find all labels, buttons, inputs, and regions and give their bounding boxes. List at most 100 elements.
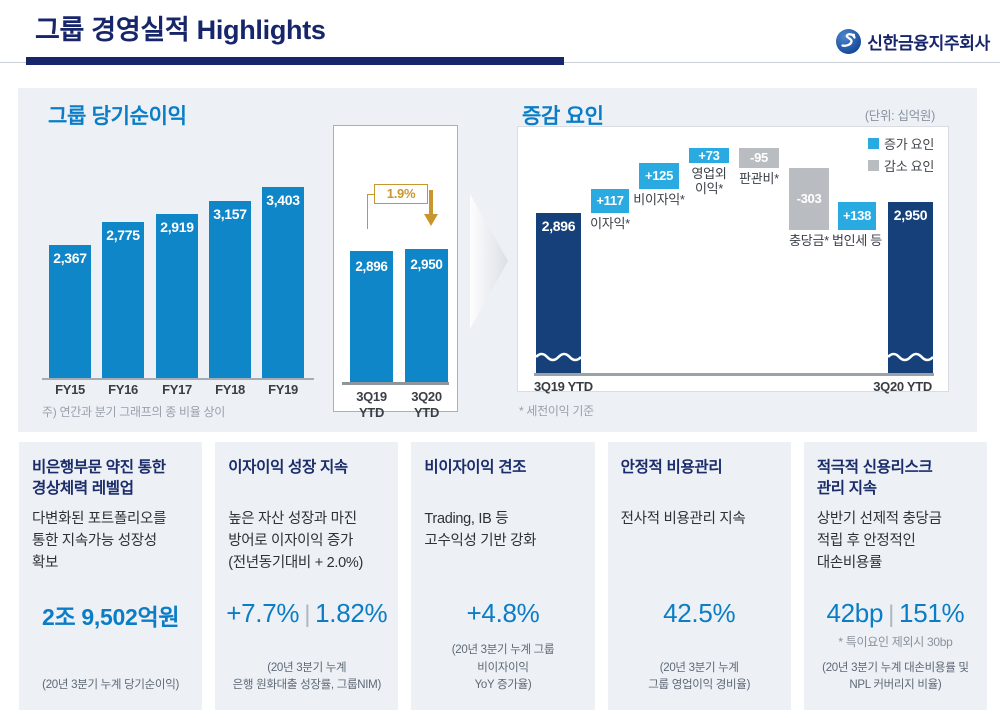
- annual-axis-category: FY17: [162, 382, 192, 397]
- card-body: 다변화된 포트폴리오를 통한 지속가능 성장성 확보: [32, 511, 167, 571]
- shinhan-globe-icon: [836, 29, 862, 54]
- card-body: 상반기 선제적 충당금 적립 후 안정적인 대손비용률: [816, 511, 942, 571]
- annual-axis-line: [42, 378, 314, 380]
- page-title: 그룹 경영실적 Highlights: [35, 15, 326, 45]
- waterfall-step-label: 충당금*: [789, 233, 829, 248]
- title-underline-bar: [26, 57, 564, 65]
- annual-bar: 2,775: [102, 222, 144, 378]
- waterfall-axis-line: [534, 373, 934, 376]
- highlight-card: 비이자이익 견조 Trading, IB 등 고수익성 기반 강화 +4.8% (20…: [411, 442, 595, 710]
- legend-item: 증가 요인: [868, 134, 934, 153]
- company-logo: 신한금융지주회사: [836, 29, 990, 54]
- legend-label: 감소 요인: [884, 159, 934, 174]
- waterfall-anchor-value: 2,950: [893, 207, 928, 223]
- annual-axis-category: FY16: [108, 382, 138, 397]
- card-caption: (20년 3분기 누계 대손비용률 및 NPL 커버리지 비율): [822, 661, 969, 691]
- waterfall-step-bar: -95: [739, 148, 779, 168]
- annual-bar-value: 3,157: [213, 206, 247, 222]
- card-metric: +7.7% | 1.82%: [215, 598, 398, 629]
- annual-axis-category: FY18: [215, 382, 245, 397]
- legend-swatch-icon: [868, 138, 880, 149]
- waterfall-anchor-value: 2,896: [541, 218, 576, 234]
- legend-swatch-icon: [868, 160, 880, 171]
- annual-bar-value: 2,919: [160, 219, 194, 235]
- unit-label: (단위: 십억원): [864, 109, 935, 123]
- annual-bar-value: 2,775: [106, 227, 140, 243]
- waterfall-step-value: +138: [842, 208, 872, 223]
- quarterly-bar-value: 2,896: [355, 259, 388, 274]
- card-metric-value: 42bp: [826, 598, 884, 628]
- card-caption: (20년 3분기 누계 당기순이익): [42, 678, 180, 691]
- waterfall-step-bar: +138: [838, 202, 876, 230]
- transition-arrow-icon: [470, 194, 510, 334]
- highlight-card: 이자이익 성장 지속 높은 자산 성장과 마진 방어로 이자이익 증가 (전년동기…: [215, 442, 399, 710]
- quarterly-bar-value: 2,950: [410, 257, 443, 272]
- card-metric-value-2: 151%: [899, 598, 965, 628]
- annual-axis-category: FY19: [268, 382, 298, 397]
- charts-panel: 그룹 당기순이익 2,367 FY15 2,775 FY16 2,919 FY17 3,15…: [18, 88, 977, 432]
- card-metric-value-2: 1.82%: [315, 598, 388, 628]
- card-metric-note: * 특이요인 제외시 30bp: [838, 635, 953, 649]
- annual-axis-category: FY15: [55, 382, 85, 397]
- annual-bar-value: 2,367: [53, 250, 87, 266]
- card-title: 비은행부문 약진 통한 경상체력 레벨업: [32, 459, 166, 497]
- company-name: 신한금융지주회사: [867, 34, 990, 53]
- annual-bar: 2,919: [156, 214, 198, 378]
- card-metric-value: +4.8%: [466, 598, 540, 628]
- annual-chart-note: 주) 연간과 분기 그래프의 종 비율 상이: [42, 405, 226, 419]
- waterfall-step-label: 영업외 이익*: [691, 166, 727, 196]
- card-title: 적극적 신용리스크 관리 지속: [816, 459, 933, 497]
- down-arrow-head-icon: [424, 214, 438, 226]
- metric-separator: |: [888, 601, 895, 628]
- card-caption: (20년 3분기 누계 그룹 비이자이익 YoY 증가율): [451, 644, 555, 691]
- axis-break-squiggle: [887, 349, 934, 362]
- card-metric: 2조 9,502억원: [19, 598, 202, 632]
- annotation-connector: [367, 194, 374, 195]
- waterfall-step-value: -303: [796, 191, 822, 206]
- waterfall-step-label: 이자익*: [590, 216, 630, 231]
- waterfall-step-value: +117: [596, 193, 624, 208]
- waterfall-start-label: 3Q19 YTD: [534, 379, 593, 394]
- card-metric-value: +7.7%: [226, 598, 300, 628]
- growth-annotation: 1.9%: [374, 184, 428, 204]
- annual-bar: 3,157: [209, 201, 251, 378]
- card-title: 안정적 비용관리: [620, 459, 723, 476]
- legend-label: 증가 요인: [884, 137, 934, 152]
- card-metric: 42bp | 151%: [804, 598, 987, 629]
- card-title: 비이자이익 견조: [424, 459, 527, 476]
- card-caption: (20년 3분기 누계 은행 원화대출 성장률, 그룹NIM): [232, 661, 382, 691]
- waterfall-step-label: 비이자익*: [633, 192, 685, 207]
- waterfall-step-value: +125: [644, 168, 674, 183]
- waterfall-step-bar: +117: [591, 189, 629, 213]
- quarterly-bar: 2,896: [350, 251, 393, 382]
- card-body: 높은 자산 성장과 마진 방어로 이자이익 증가 (전년동기대비 + 2.0%): [228, 511, 363, 571]
- waterfall-end-label: 3Q20 YTD: [873, 379, 932, 394]
- annotation-connector-vertical: [367, 194, 368, 229]
- card-metric-value: 42.5%: [663, 598, 736, 628]
- down-arrow-icon: [429, 190, 433, 214]
- quarterly-bar: 2,950: [405, 249, 448, 382]
- waterfall-step-bar: +73: [689, 148, 729, 163]
- section-title-change-factors: 증감 요인: [522, 105, 604, 128]
- highlight-card: 안정적 비용관리 전사적 비용관리 지속 42.5% (20년 3분기 누계 그룹 영…: [607, 442, 791, 710]
- card-metric: 42.5%: [608, 598, 791, 629]
- quarterly-axis-category: 3Q20 YTD: [411, 389, 442, 421]
- waterfall-anchor-bar: 2,950: [887, 202, 934, 373]
- annual-bar-value: 3,403: [266, 192, 300, 208]
- waterfall-step-bar: +125: [639, 163, 679, 189]
- section-title-net-income: 그룹 당기순이익: [48, 105, 187, 128]
- quarterly-axis-category: 3Q19 YTD: [356, 389, 387, 421]
- legend-item: 감소 요인: [868, 156, 934, 175]
- annual-bar-chart: 2,367 FY15 2,775 FY16 2,919 FY17 3,157 FY18 3,40…: [18, 88, 358, 432]
- annual-bar: 3,403: [262, 187, 304, 378]
- waterfall-step-bar: -303: [789, 168, 829, 230]
- card-metric: +4.8%: [411, 598, 594, 629]
- waterfall-step-value: +73: [698, 148, 720, 163]
- card-body: 전사적 비용관리 지속: [620, 511, 746, 527]
- waterfall-anchor-bar: 2,896: [535, 213, 582, 373]
